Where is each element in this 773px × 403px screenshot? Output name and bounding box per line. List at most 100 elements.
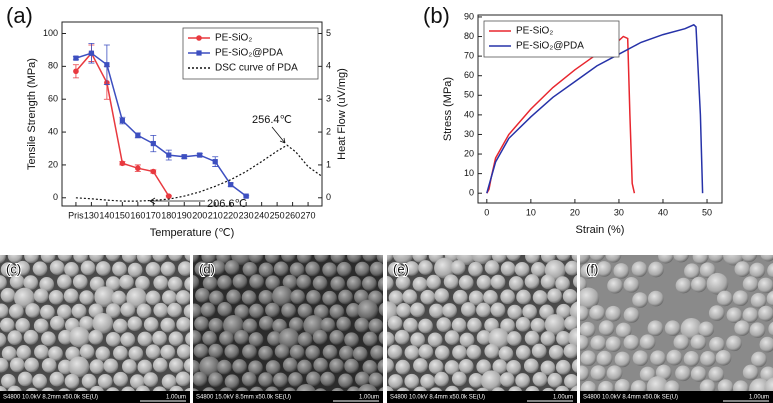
particle [540,274,556,290]
particle [515,345,531,360]
particle [514,261,530,277]
annotation: 206.6℃ [207,198,247,210]
particle [15,318,31,333]
particle [466,344,482,360]
particle [443,274,459,290]
particle [699,379,716,391]
particle [168,331,184,347]
x-tick-label: 150 [115,210,130,220]
particle [0,357,9,373]
particle [500,318,515,334]
particle [690,334,707,351]
x-tick-label: 200 [192,210,207,220]
point [181,154,187,160]
particle [249,386,264,391]
particle [664,320,681,337]
particle [596,261,612,277]
particle [404,261,420,276]
image-label: (d) [199,261,215,276]
particle [176,316,190,332]
y-tick-label: 70 [464,51,474,61]
point [150,168,157,175]
particle [568,327,577,349]
particle [127,262,143,278]
particle [95,346,111,362]
particle [193,255,199,264]
y-tick-label: 20 [464,148,474,158]
particle [183,358,190,373]
particle [468,290,484,306]
particle [336,316,352,332]
particle [49,371,65,387]
particle [571,358,577,373]
particle [488,328,510,349]
point [135,165,141,172]
particle [684,263,700,280]
point [150,140,156,147]
particle [368,318,383,334]
particle [420,373,435,389]
particle [193,330,202,345]
particle [434,288,450,303]
annotation: 256.4℃ [252,114,292,126]
particle [167,302,182,318]
particle [646,376,669,391]
y2-axis-label: Heat Flow (uV/mg) [336,68,348,160]
particle [49,260,65,275]
image-scale-text: 1.00um [749,395,769,401]
particle [72,274,88,290]
particle [88,329,104,345]
particle [296,274,312,290]
particle [580,263,597,279]
particle [248,255,264,264]
particle [580,255,591,265]
particle [288,317,304,333]
particle [338,289,353,305]
particle [757,277,773,294]
particle [556,303,571,319]
particle [410,302,425,318]
particle [7,330,23,346]
particle [34,344,49,360]
particle [749,262,766,279]
particle [297,332,313,347]
particle [387,385,394,391]
particle [219,331,234,346]
particle [258,345,274,361]
particle [50,315,65,331]
particle [506,360,522,375]
particle [232,359,247,374]
y2-tick-label: 1 [326,159,331,169]
particle [160,261,176,277]
particle [41,331,56,347]
particle [143,372,159,387]
particle [500,289,516,305]
particle [522,304,537,320]
particle [444,360,460,375]
particle [0,317,15,333]
particle [305,345,321,360]
particle [9,304,24,319]
particle [500,261,516,277]
particle [410,332,426,348]
y-tick-label: 30 [464,129,474,139]
particle [312,329,328,345]
particle [434,257,455,279]
particle [289,262,305,278]
particle [320,371,336,387]
particle [598,380,614,391]
particle [484,260,500,275]
particle [274,344,290,359]
annotation-arrow [149,197,205,205]
particle [516,289,531,305]
particle [16,345,32,360]
particle [162,290,177,305]
particle [153,302,169,318]
image-footer [580,391,773,403]
particle [209,290,224,306]
particle [14,287,35,309]
y2-tick-label: 3 [326,94,331,104]
particle [119,274,134,290]
particle [17,371,33,387]
particle [281,303,296,318]
